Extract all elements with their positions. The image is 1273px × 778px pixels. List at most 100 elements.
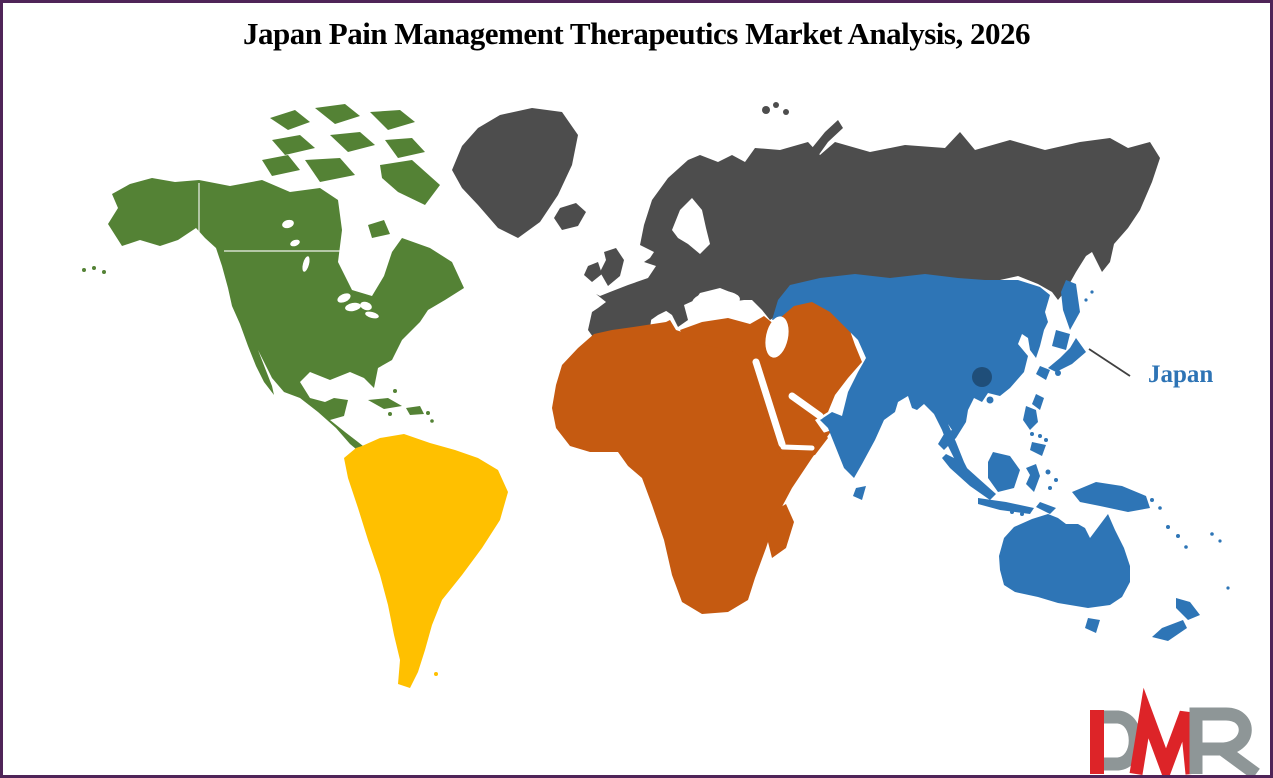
moluccas-island: [1045, 469, 1051, 475]
greenland: [452, 108, 578, 238]
svalbard-island: [773, 102, 779, 108]
great-bear-lake: [282, 219, 294, 229]
sri-lanka: [853, 486, 866, 500]
moluccas-island: [1054, 478, 1058, 482]
philippines-mindanao: [1030, 442, 1046, 456]
highlight-marker-dot: [972, 367, 992, 387]
jamaica: [388, 412, 392, 416]
region-south-america: [344, 434, 508, 688]
pacific-island: [1166, 525, 1170, 529]
new-guinea: [1072, 482, 1150, 512]
tasmania: [1085, 618, 1100, 633]
pacific-island: [1218, 539, 1222, 543]
philippine-island: [1044, 438, 1048, 442]
new-zealand-north: [1176, 598, 1200, 620]
page-title: Japan Pain Management Therapeutics Marke…: [243, 16, 1030, 51]
logo-letter-r: [1189, 707, 1260, 778]
region-middle-east-africa: [552, 300, 862, 614]
region-asia-pacific: [772, 274, 1230, 641]
australia: [999, 514, 1130, 608]
leader-line: [1088, 348, 1131, 377]
iceland: [554, 203, 586, 230]
lesser-sunda-island: [1020, 512, 1024, 516]
ireland: [584, 262, 602, 282]
banks-island: [262, 155, 300, 176]
madagascar: [766, 504, 794, 558]
kuril-island: [1084, 298, 1088, 302]
new-zealand-south: [1152, 620, 1187, 641]
cuba: [368, 398, 402, 409]
pacific-island: [1184, 545, 1188, 549]
logo-letter-d-bowl: [1104, 710, 1142, 771]
southampton-island: [368, 220, 390, 238]
falkland-islands: [434, 672, 438, 676]
black-sea: [692, 290, 740, 312]
asia-mainland: [772, 274, 1050, 484]
arctic-island: [370, 110, 415, 130]
java: [978, 498, 1034, 514]
pacific-island: [1176, 534, 1180, 538]
kuril-island: [1090, 290, 1094, 294]
caribbean-island: [426, 411, 430, 415]
arctic-island: [330, 132, 375, 152]
middle-east: [680, 300, 862, 460]
philippine-island: [1030, 432, 1034, 436]
sakhalin: [1061, 280, 1080, 330]
aleutian-island: [82, 268, 86, 272]
novaya-zemlya: [812, 120, 843, 156]
persian-gulf: [788, 392, 824, 420]
region-europe: [452, 102, 1160, 344]
logo-letter-m: [1129, 687, 1199, 778]
japan-hokkaido: [1052, 330, 1070, 350]
solomon-island: [1158, 506, 1162, 510]
water-overlays: [198, 183, 824, 451]
region-north-america: [82, 104, 464, 454]
hispaniola: [406, 406, 424, 415]
timor: [1036, 502, 1056, 514]
taiwan: [1032, 394, 1044, 410]
japan-label: Japan: [1148, 361, 1213, 388]
japan-honshu: [1048, 338, 1086, 372]
arctic-island: [272, 135, 315, 155]
dmr-logo: [1090, 687, 1260, 778]
lake-superior: [337, 293, 351, 303]
highlight-annotation: Japan: [972, 348, 1213, 388]
pacific-island: [1210, 532, 1214, 536]
caribbean-island: [393, 389, 397, 393]
north-america-mainland: [108, 178, 464, 454]
arctic-island: [385, 138, 425, 158]
hainan: [986, 396, 994, 404]
lake-erie: [360, 301, 372, 311]
japan-shikoku: [1055, 370, 1061, 376]
great-slave-lake: [290, 239, 300, 247]
baffin-island: [380, 160, 440, 205]
lake-winnipeg: [302, 256, 310, 272]
great-britain: [600, 248, 624, 286]
sulawesi: [1026, 464, 1040, 492]
lake-ontario: [365, 311, 379, 319]
philippines-luzon: [1023, 406, 1038, 430]
sumatra: [942, 454, 996, 500]
europe-russia-mainland: [588, 132, 1160, 344]
philippine-island: [1038, 434, 1042, 438]
arctic-island: [315, 104, 360, 124]
south-america-mainland: [344, 434, 508, 688]
arctic-island: [270, 110, 310, 130]
svalbard-island: [783, 109, 789, 115]
red-sea: [752, 358, 786, 448]
caspian-sea: [765, 316, 789, 358]
moluccas-island: [1048, 486, 1052, 490]
aleutian-island: [102, 270, 106, 274]
aleutian-island: [92, 266, 96, 270]
gulf-of-aden: [780, 444, 815, 451]
caribbean-island: [430, 419, 434, 423]
borneo: [988, 452, 1020, 492]
japan-kyushu: [1036, 366, 1050, 380]
baltic-sea: [672, 198, 710, 254]
lesser-sunda-island: [1010, 510, 1014, 514]
svalbard-island: [762, 106, 770, 114]
victoria-island: [305, 158, 355, 182]
